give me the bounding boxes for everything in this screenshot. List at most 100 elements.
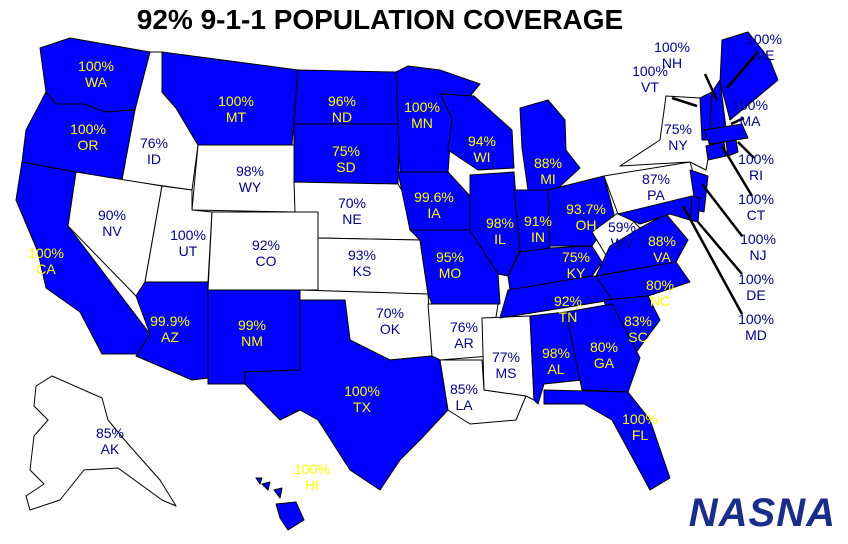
state-label-wy: 98% WY [236,163,264,195]
state-code-mn: MN [411,115,433,131]
state-fl [543,389,671,491]
state-label-wa: 100% WA [78,58,114,90]
state-label-ky: 75% KY [562,249,590,281]
state-label-vt: 100% VT [632,63,668,95]
state-label-nc: 80% NC [646,277,674,309]
state-label-ms: 77% MS [492,349,520,381]
state-code-wa: WA [85,74,108,90]
state-code-fl: FL [632,427,649,443]
state-ga [565,303,641,393]
state-value-ia: 99.6% [414,189,454,205]
state-value-me: 100% [746,31,782,47]
state-code-me: ME [754,47,775,63]
state-value-mn: 100% [404,99,440,115]
state-ky [507,245,603,291]
state-value-ny: 75% [664,121,692,137]
state-label-pa: 87% PA [642,171,670,203]
state-label-nd: 96% ND [328,93,356,125]
state-wi [439,93,515,171]
state-code-sd: SD [336,159,355,175]
state-value-hi: 100% [294,461,330,477]
state-value-co: 92% [252,237,280,253]
state-label-ok: 70% OK [376,305,404,337]
state-hi [255,477,305,531]
state-label-ca: 100% CA [28,245,64,277]
state-value-ne: 70% [338,195,366,211]
state-code-ia: IA [427,205,441,221]
state-me [719,31,779,121]
state-code-or: OR [78,137,99,153]
state-label-in: 91% IN [524,213,552,245]
state-value-ga: 80% [590,339,618,355]
state-label-or: 100% OR [70,121,106,153]
state-label-tx: 100% TX [344,383,380,415]
state-code-al: AL [547,361,564,377]
state-code-md: MD [745,327,767,343]
state-code-wy: WY [239,179,262,195]
state-code-il: IL [494,231,506,247]
state-label-md: 100% MD [738,311,774,343]
state-label-ny: 75% NY [664,121,692,153]
map-title: 92% 9-1-1 POPULATION COVERAGE [136,4,624,35]
leader-line-nh [703,73,719,101]
state-label-mt: 100% MT [218,93,254,125]
state-value-wa: 100% [78,58,114,74]
state-code-tn: TN [559,309,578,325]
leader-line-vt [671,96,698,108]
state-code-oh: OH [576,217,597,233]
state-value-wi: 94% [468,133,496,149]
state-code-nv: NV [102,223,122,239]
state-code-sc: SC [628,329,647,345]
state-value-ct: 100% [738,191,774,207]
state-code-ne: NE [342,211,361,227]
state-value-in: 91% [524,213,552,229]
state-label-il: 98% IL [486,215,514,247]
state-code-ok: OK [380,321,401,337]
state-code-wv: WV [611,235,634,251]
state-label-fl: 100% FL [622,411,658,443]
state-value-ut: 100% [170,227,206,243]
state-code-in: IN [531,229,545,245]
state-label-sd: 75% SD [332,143,360,175]
state-code-nj: NJ [749,247,766,263]
state-ar [427,303,499,361]
leader-line-me [726,51,759,89]
state-ms [481,315,535,401]
state-label-mn: 100% MN [404,99,440,131]
state-code-wi: WI [473,149,490,165]
state-value-la: 85% [450,381,478,397]
state-tx [244,299,449,491]
state-label-wi: 94% WI [468,133,496,165]
state-label-de: 100% DE [738,271,774,303]
state-code-ct: CT [747,207,766,223]
state-label-nj: 100% NJ [740,231,776,263]
leader-line-ri [737,141,755,159]
state-value-vt: 100% [632,63,668,79]
state-ct [705,141,727,161]
state-value-ak: 85% [96,425,124,441]
leader-line-md [681,205,744,315]
state-value-mi: 88% [534,155,562,171]
state-value-mt: 100% [218,93,254,109]
state-label-tn: 92% TN [554,293,582,325]
state-label-ne: 70% NE [338,195,366,227]
state-value-ky: 75% [562,249,590,265]
leader-line-de [697,221,743,275]
state-code-nd: ND [332,109,352,125]
state-code-pa: PA [647,187,665,203]
state-code-la: LA [455,397,473,413]
state-code-id: ID [147,151,161,167]
state-label-id: 76% ID [140,135,168,167]
state-code-az: AZ [161,329,179,345]
state-value-id: 76% [140,135,168,151]
state-label-va: 88% VA [648,233,676,265]
nasna-logo: NASNA [688,491,836,535]
state-code-ma: MA [740,113,762,129]
state-code-va: VA [653,249,671,265]
state-value-nm: 99% [238,317,266,333]
state-label-ct: 100% CT [738,191,774,223]
state-value-va: 88% [648,233,676,249]
state-code-ut: UT [179,243,198,259]
state-code-mi: MI [540,171,556,187]
state-code-ga: GA [594,355,615,371]
